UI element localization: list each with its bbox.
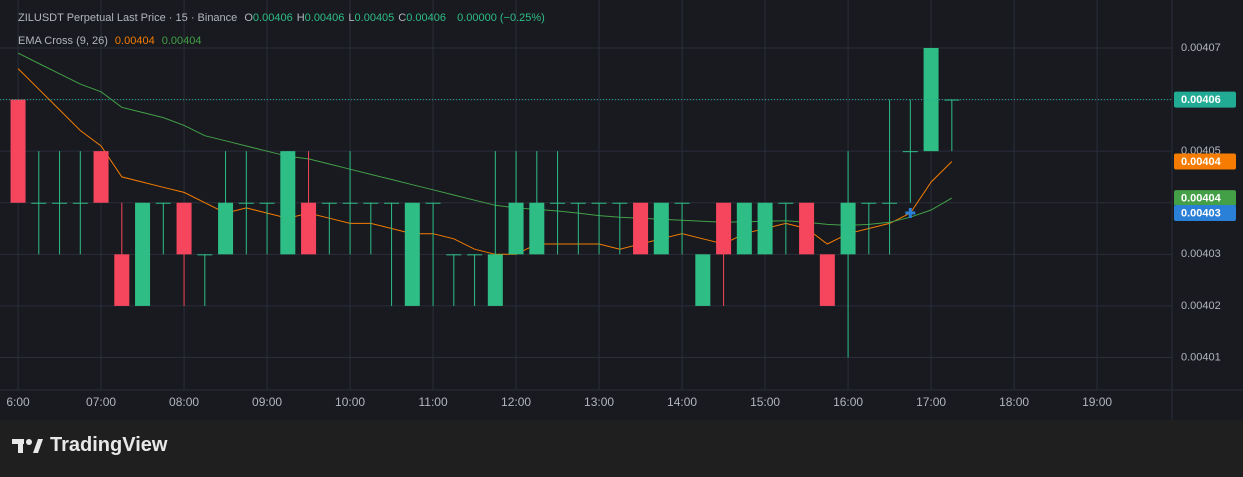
candle-body	[342, 202, 358, 204]
candle-body	[591, 202, 607, 204]
ohlc-value: 0.00406	[304, 12, 345, 24]
x-tick-label: 15:00	[750, 395, 780, 409]
candle-body	[384, 202, 400, 204]
x-tick-label: 07:00	[86, 395, 116, 409]
ohlc-key: H	[296, 12, 305, 24]
candle-body	[93, 151, 109, 203]
candle-body	[52, 202, 68, 204]
candle-body	[280, 151, 296, 255]
chart-background	[0, 0, 1243, 420]
candle-body	[840, 202, 856, 255]
candle-body	[550, 202, 566, 204]
ohlc-value: 0.00406	[406, 12, 447, 24]
candle-body	[695, 254, 711, 306]
x-tick-label: 19:00	[1082, 395, 1112, 409]
candle-body	[238, 202, 254, 204]
candle-body	[902, 151, 918, 153]
x-tick-label: 13:00	[584, 395, 614, 409]
symbol-legend: ZILUSDT Perpetual Last Price · 15 · Bina…	[18, 11, 549, 25]
ema-line	[17, 52, 953, 226]
ohlc-key: L	[348, 12, 355, 24]
ohlc-value: 0.00406	[252, 12, 293, 24]
x-tick-label: 14:00	[667, 395, 697, 409]
ema-tag-bg	[1174, 190, 1236, 207]
logo-icon	[12, 438, 43, 453]
candle-body	[778, 202, 794, 204]
candle-body	[135, 202, 151, 306]
y-tick-label: 0.00402	[1181, 300, 1221, 312]
last-price-tag: 0.00406	[1181, 94, 1221, 106]
candle-body	[114, 254, 130, 306]
candle-body	[861, 202, 877, 204]
candle-body	[155, 202, 171, 204]
ema-value: 0.00404	[161, 35, 202, 47]
x-tick-label: 6:00	[6, 395, 30, 409]
candle-body	[404, 202, 420, 306]
candle-body	[176, 202, 192, 255]
ema-line	[17, 68, 953, 255]
candle-body	[197, 254, 213, 256]
candle-body	[301, 202, 317, 255]
x-tick-label: 16:00	[833, 395, 863, 409]
change: 0.00000 (−0.25%)	[457, 12, 545, 24]
x-tick-label: 17:00	[916, 395, 946, 409]
ema-tag-bg	[1174, 153, 1236, 170]
candle-body	[612, 202, 628, 204]
last-price-tag-bg	[1174, 91, 1236, 108]
candle-body	[674, 202, 690, 204]
x-tick-label: 18:00	[999, 395, 1029, 409]
crosshair	[905, 208, 916, 219]
candle-body	[570, 202, 586, 204]
candle-body	[321, 202, 337, 204]
candle-body	[10, 99, 26, 203]
candle-body	[633, 202, 649, 255]
candle-body	[653, 202, 669, 255]
x-tick-label: 09:00	[252, 395, 282, 409]
ohlc-values: O0.00406 H0.00406 L0.00405 C0.00406	[244, 12, 450, 24]
ema-value: 0.00404	[114, 35, 155, 47]
x-tick-label: 08:00	[169, 395, 199, 409]
brand-logo: TradingView	[12, 434, 167, 457]
y-tick-label: 0.00407	[1181, 42, 1221, 54]
crosshair-tag-bg	[1174, 205, 1236, 222]
candle-body	[923, 47, 939, 152]
symbol-title: ZILUSDT Perpetual Last Price · 15 · Bina…	[18, 12, 238, 24]
x-tick-label: 12:00	[501, 395, 531, 409]
candle-body	[363, 202, 379, 204]
x-tick-label: 11:00	[418, 395, 447, 409]
ohlc-key: C	[398, 12, 407, 24]
candle-body	[716, 202, 732, 255]
x-tick-label: 10:00	[335, 395, 365, 409]
candle-body	[487, 254, 503, 306]
indicator-legend: EMA Cross (9, 26) 0.00404 0.00404	[18, 34, 206, 48]
candle-body	[31, 202, 47, 204]
candle-body	[529, 202, 545, 255]
candle-body	[218, 202, 234, 255]
y-tick-label: 0.00403	[1181, 248, 1221, 260]
candle-body	[425, 202, 441, 204]
ema-tag: 0.00404	[1181, 156, 1222, 168]
candle-body	[72, 202, 88, 204]
chart: 0.00401 0.00402 0.00403 0.00404 0.00405 0.004…	[0, 0, 1243, 420]
ema-tag: 0.00404	[1181, 193, 1222, 205]
candle-body	[446, 254, 462, 256]
candle-body	[799, 202, 815, 255]
candle-body	[882, 202, 898, 204]
crosshair-tag: 0.00403	[1181, 207, 1221, 219]
ohlc-value: 0.00405	[354, 12, 395, 24]
candle-body	[508, 202, 524, 255]
candle-body	[736, 202, 752, 255]
candle-body	[819, 254, 835, 306]
indicator-label: EMA Cross (9, 26)	[18, 35, 108, 47]
candle-body	[467, 254, 483, 256]
candle-body	[757, 202, 773, 255]
brand-name: TradingView	[50, 434, 168, 456]
ohlc-key: O	[244, 12, 253, 24]
y-tick-label: 0.00401	[1181, 351, 1221, 363]
candle-body	[259, 202, 275, 204]
